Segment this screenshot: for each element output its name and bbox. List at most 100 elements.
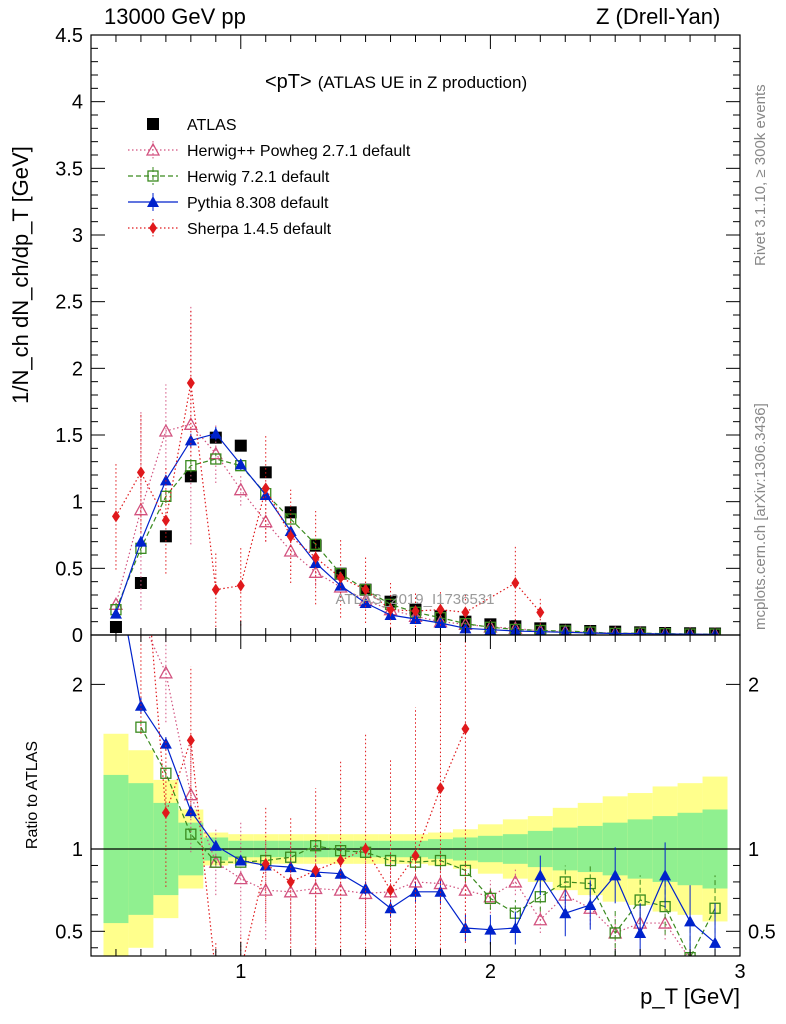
text-labels: 1 2 3 0 0.5 1 1.5 2 2.5 3 3.5 4 4.5 0.5 0.5 1 1 2 2 <pT> (AT… (8, 25, 776, 1009)
sherpa-1-4-5-default-point (511, 577, 520, 589)
atlas-point (109, 621, 122, 633)
x-tick-label: 1 (235, 961, 246, 983)
pythia-8-308-default-ratio-point (234, 854, 247, 866)
herwig-powheg-2-7-1-default-ratio-point (283, 884, 298, 898)
sherpa-1-4-5-default-point (386, 603, 395, 616)
herwig-7-2-1-default-ratio-point (210, 856, 222, 868)
pythia-8-308-default-point (109, 607, 122, 619)
herwig-powheg-2-7-1-default-point (258, 514, 273, 528)
herwig-7-2-1-default-ratio-point (185, 828, 197, 840)
header-process-label: Z (Drell-Yan) (596, 4, 721, 29)
herwig-7-2-1-default-point (559, 625, 571, 635)
y-tick-label: 4 (72, 92, 83, 114)
pythia-8-308-default-ratio-point (534, 869, 547, 881)
herwig-powheg-2-7-1-default-point (610, 625, 621, 635)
main-y-axis-label: 1/N_ch dN_ch/dp_T [GeV] (8, 146, 33, 404)
herwig-powheg-2-7-1-default-ratio-point (533, 912, 548, 926)
sherpa-1-4-5-default-ratio-point (261, 857, 270, 870)
y-tick-label: 2 (72, 358, 83, 380)
sherpa-1-4-5-default-point (286, 530, 295, 543)
sherpa-1-4-5-default-point (136, 466, 145, 479)
legend-sherpa-1-4-5-default-label: Sherpa 1.4.5 default (187, 221, 332, 238)
sherpa-1-4-5-default-point (536, 606, 545, 619)
sherpa-1-4-5-default-ratio-point (311, 864, 320, 877)
sherpa-1-4-5-default-ratio-point (386, 884, 395, 897)
ratio-y-tick-label-left: 1 (72, 839, 83, 861)
herwig-powheg-2-7-1-default-point (308, 564, 323, 578)
herwig-7-2-1-default-ratio-point (559, 876, 571, 888)
herwig-powheg-2-7-1-default-ratio-point (110, 382, 122, 393)
herwig-powheg-2-7-1-default-point (283, 543, 298, 557)
sherpa-1-4-5-default-ratio-point (336, 854, 345, 867)
sherpa-1-4-5-default-point (311, 551, 320, 564)
herwig-powheg-2-7-1-default-ratio-point (233, 871, 248, 885)
legend-herwig-powheg-2-7-1-default-marker (145, 142, 161, 156)
analysis-watermark: ATLAS_2019_I1736531 (335, 591, 494, 608)
pythia-8-308-default-ratio-point (634, 926, 647, 938)
herwig-powheg-2-7-1-default-ratio-point (158, 665, 173, 679)
legend-atlas-marker (147, 118, 159, 130)
ratio-plot-marks (91, 382, 740, 982)
herwig-powheg-2-7-1-default-ratio-point (258, 882, 273, 896)
atlas-point (234, 439, 247, 452)
sherpa-1-4-5-default-point (186, 377, 195, 389)
x-axis-label: p_T [GeV] (640, 984, 740, 1009)
sherpa-1-4-5-default-point (161, 514, 170, 527)
y-tick-label: 0.5 (55, 558, 83, 580)
sherpa-1-4-5-default-point (211, 583, 220, 596)
pythia-8-308-default-point (159, 474, 172, 486)
ratio-y-tick-label-left: 2 (72, 674, 83, 696)
herwig-powheg-2-7-1-default-ratio-point (183, 787, 198, 801)
herwig-powheg-2-7-1-default-ratio-point (508, 874, 523, 888)
pythia-8-308-default-ratio-point (334, 867, 347, 879)
pythia-8-308-default-point (209, 427, 222, 439)
y-tick-label: 3.5 (55, 158, 83, 180)
sherpa-1-4-5-default-point (111, 510, 120, 523)
herwig-7-2-1-default-point (185, 460, 197, 472)
ratio-y-tick-label-right: 2 (748, 674, 759, 696)
atlas-point (184, 470, 197, 483)
pythia-8-308-default-ratio-point (559, 907, 572, 919)
herwig-powheg-2-7-1-default-ratio-point (135, 613, 147, 624)
y-tick-label: 3 (72, 225, 83, 247)
herwig-7-2-1-default-ratio-point (135, 721, 147, 733)
sherpa-1-4-5-default-point (336, 571, 345, 584)
sherpa-1-4-5-default-ratio-point (212, 970, 220, 982)
y-tick-label: 2.5 (55, 292, 83, 314)
pythia-8-308-default-ratio-point (184, 805, 197, 817)
pythia-8-308-default-ratio-point (459, 922, 472, 934)
sherpa-1-4-5-default-point (436, 603, 445, 616)
pythia-8-308-default-point (434, 617, 447, 628)
sherpa-1-4-5-default-line (115, 382, 541, 613)
sherpa-1-4-5-default-ratio-point (161, 806, 170, 819)
sherpa-1-4-5-default-ratio-point (286, 875, 295, 888)
pythia-8-308-default-ratio-point (509, 922, 522, 934)
y-tick-label: 1.5 (55, 425, 83, 447)
pythia-8-308-default-ratio-point (209, 839, 222, 851)
pythia-8-308-default-ratio-point (609, 869, 622, 881)
plot-title: <pT> (ATLAS UE in Z production) (265, 71, 527, 93)
pythia-8-308-default-ratio-point (584, 898, 597, 910)
herwig-7-2-1-default-ratio-point (609, 927, 621, 939)
sherpa-1-4-5-default-ratio-point (361, 843, 370, 855)
pythia-8-308-default-point (134, 535, 147, 547)
pythia-8-308-default-point (234, 458, 247, 470)
ratio-y-tick-label-right: 1 (748, 839, 759, 861)
x-tick-label: 2 (485, 961, 496, 983)
sherpa-1-4-5-default-point (461, 606, 470, 619)
herwig-powheg-2-7-1-default-point (158, 423, 173, 437)
legend-herwig-7-2-1-default-marker (147, 170, 159, 182)
herwig-7-2-1-default-point (210, 453, 222, 465)
axes (90, 34, 741, 957)
plot-title-subtitle: (ATLAS UE in Z production) (318, 73, 527, 92)
atlas-point (384, 595, 397, 608)
ratio-y-axis-label: Ratio to ATLAS (24, 741, 41, 849)
legend-herwig-7-2-1-default-label: Herwig 7.2.1 default (187, 169, 330, 186)
herwig-powheg-2-7-1-default-point (183, 416, 198, 430)
pythia-8-308-default-ratio-point (159, 737, 172, 749)
herwig-powheg-2-7-1-default-ratio-point (658, 915, 673, 929)
sherpa-1-4-5-default-ratio-point (461, 722, 470, 735)
y-tick-label: 4.5 (55, 25, 83, 47)
atlas-point (134, 577, 147, 589)
sherpa-1-4-5-default-point (411, 605, 420, 617)
